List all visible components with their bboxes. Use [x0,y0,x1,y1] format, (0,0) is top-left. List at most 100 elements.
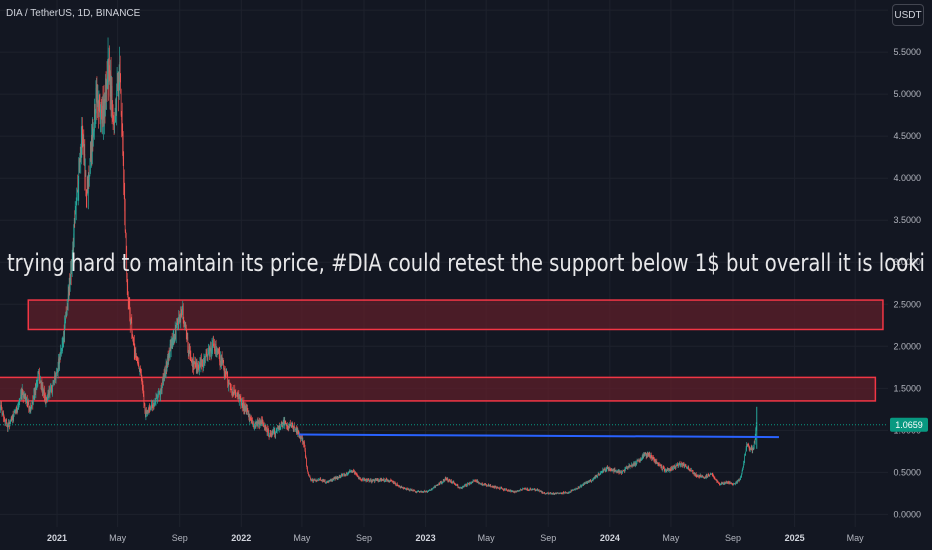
candle-body [580,485,582,487]
candle-body [743,460,745,464]
candle-body [694,473,695,475]
candle-body [126,277,128,286]
candle-body [680,463,682,465]
candle-body [293,426,295,432]
candle-body [140,372,142,374]
candle-body [168,354,170,356]
candle-body [288,425,290,428]
candle-body [465,484,466,486]
candle-body [54,375,55,383]
candle-body [439,482,441,485]
candle-body [753,441,755,448]
candle-body [414,490,415,492]
candle-body [313,479,314,482]
candle-body [151,404,153,406]
candle-body [108,59,109,83]
candle-body [117,84,118,90]
candle-body [520,489,522,491]
candle-body [131,330,133,337]
candle-body [337,477,339,479]
candle-body [247,408,248,411]
candle-body [567,492,568,494]
candle-body [657,462,659,464]
candle-body [730,483,731,485]
candle-body [152,407,154,409]
candle-body [537,489,538,491]
candle-body [321,480,323,482]
candle-body [119,62,121,82]
resistance-zones[interactable] [0,299,884,402]
candle-body [474,480,476,482]
candle-body [13,412,15,416]
candle-body [410,489,412,491]
candle-body [557,492,559,494]
candle-body [481,483,483,485]
candle-body [195,362,197,368]
candle-body [545,493,547,495]
candle-body [715,478,717,481]
candle-body [56,372,57,375]
candle-body [666,469,667,471]
resistance-zone[interactable] [27,299,884,331]
candle-body [457,485,459,487]
candle-body [583,484,584,486]
candle-body [743,463,744,468]
candle-body [275,431,277,433]
candle-body [403,487,404,489]
candle-body [124,185,125,212]
candle-body [678,463,680,465]
support-trendline[interactable] [298,433,779,439]
candle-body [630,465,631,467]
candle-body [382,479,383,481]
candle-body [349,470,351,472]
candle-body [179,317,181,321]
candle-body [624,470,625,472]
candle-body [355,471,356,473]
candle-body [19,398,21,402]
candle-body [616,471,618,473]
candle-body [130,320,132,322]
candle-body [16,410,18,412]
currency-unit-button[interactable]: USDT [892,4,924,26]
candle-body [417,491,419,492]
candle-body [353,471,355,473]
candle-body [235,394,237,396]
time-axis[interactable]: 2021 May Sep 2022 May Sep 2023 May Sep 2024 May Sep… [47,533,864,543]
candle-body [734,483,735,485]
candle-body [375,479,377,481]
candle-body [510,490,512,492]
candle-body [606,469,607,471]
symbol-title[interactable]: DIA / TetherUS, 1D, BINANCE [6,8,141,19]
resistance-zone[interactable] [0,376,877,402]
candle-body [437,484,439,486]
candle-body [181,309,183,314]
candle-body [377,479,379,482]
candle-body [87,182,88,194]
candle-body [382,479,384,481]
candle-body [334,477,336,479]
candle-body [211,352,212,354]
candle-body [610,469,611,471]
candle-body [10,418,12,421]
candle-body [672,467,674,470]
candle-body [308,474,310,477]
candle-body [641,458,642,460]
candle-body [359,478,360,480]
candle-body [547,492,549,494]
candle-body [499,487,501,490]
trendline-group[interactable] [298,433,779,439]
candle-body [739,478,741,480]
candle-body [650,455,652,456]
candle-body [583,483,585,485]
candle-body [225,372,227,374]
candle-body [182,308,184,323]
candles [0,37,758,495]
candle-body [75,200,77,212]
price-tick-label: 1.5000 [893,383,921,393]
candle-body [85,170,87,191]
candle-body [137,357,138,361]
candle-body [167,356,169,361]
price-tick-label: 5.0000 [893,89,921,99]
candle-body [707,474,709,478]
